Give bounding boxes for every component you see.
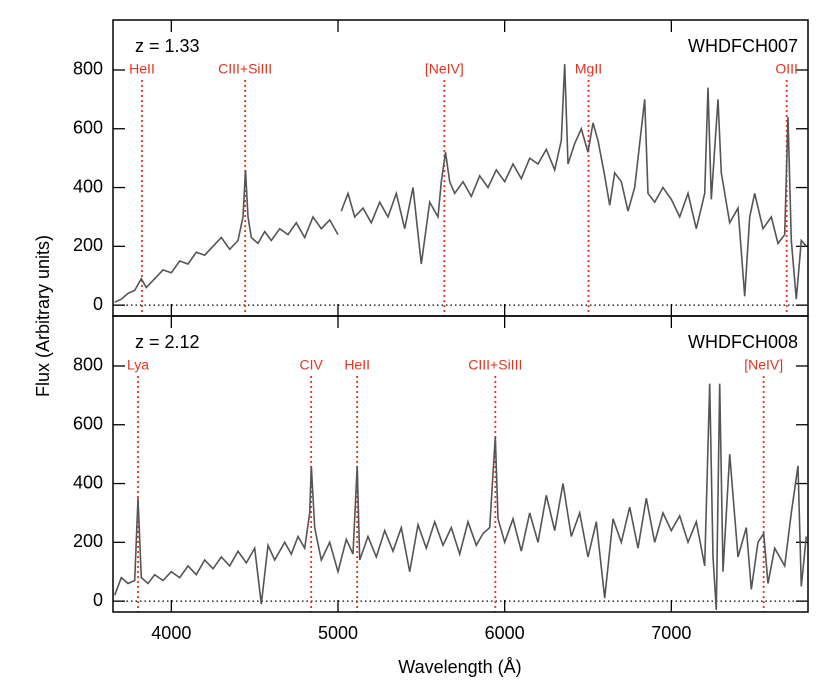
y-tick-label: 400 (73, 176, 103, 196)
x-axis-label: Wavelength (Å) (398, 657, 521, 677)
panel-frame (112, 315, 809, 613)
y-tick-label: 800 (73, 59, 103, 79)
y-tick-label: 600 (73, 118, 103, 138)
spectrum (114, 64, 807, 303)
emission-label: HeII (344, 357, 370, 373)
emission-label: Lya (127, 357, 149, 373)
x-tick-label: 6000 (485, 623, 525, 643)
spectrum (113, 383, 808, 610)
y-tick-label: 200 (73, 235, 103, 255)
emission-label: CIII+SiIII (468, 357, 522, 373)
x-tick-label: 4000 (151, 623, 191, 643)
emission-label: [NeIV] (425, 61, 464, 77)
emission-label: CIV (299, 357, 323, 373)
emission-label: MgII (575, 61, 602, 77)
emission-label: CIII+SiIII (218, 61, 272, 77)
y-tick-label: 400 (73, 472, 103, 492)
y-tick-label: 0 (93, 294, 103, 314)
y-axis-label: Flux (Arbitrary units) (33, 235, 53, 397)
y-tick-label: 600 (73, 414, 103, 434)
y-tick-label: 200 (73, 531, 103, 551)
object-name: WHDFCH008 (688, 332, 798, 352)
x-tick-label: 7000 (651, 623, 691, 643)
emission-label: OIII (775, 61, 798, 77)
y-tick-label: 800 (73, 355, 103, 375)
redshift-label: z = 2.12 (135, 332, 200, 352)
emission-label: [NeIV] (744, 357, 783, 373)
object-name: WHDFCH007 (688, 36, 798, 56)
y-tick-label: 0 (93, 590, 103, 610)
emission-label: HeII (129, 61, 155, 77)
redshift-label: z = 1.33 (135, 36, 200, 56)
x-tick-label: 5000 (318, 623, 358, 643)
